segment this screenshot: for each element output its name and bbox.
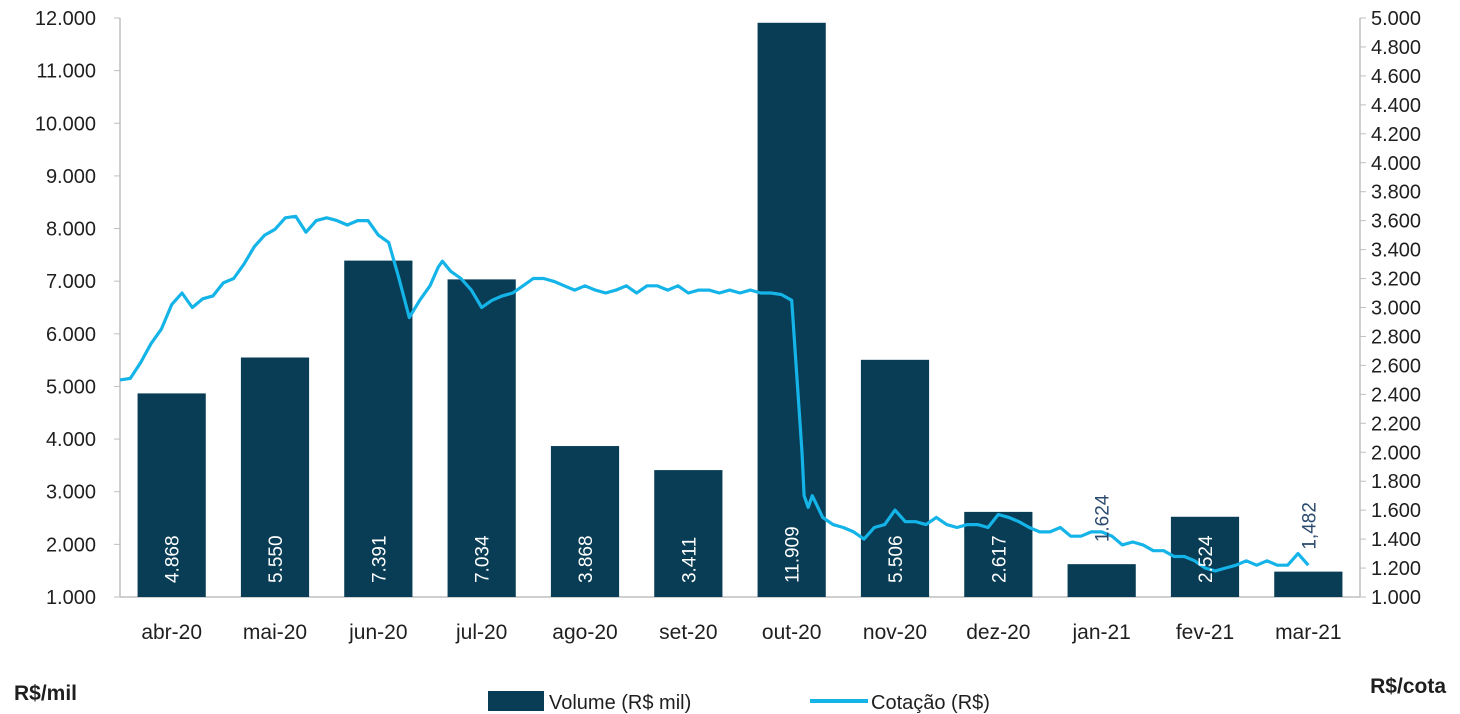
volume-bar xyxy=(654,470,723,597)
volume-bar xyxy=(137,393,206,597)
right-tick-label: 3.200 xyxy=(1371,269,1421,291)
bar-value-label: 3.868 xyxy=(576,535,597,583)
legend-price-label: Cotação (R$) xyxy=(871,692,990,714)
left-tick-label: 1.000 xyxy=(46,587,96,609)
volume-bars xyxy=(137,22,1343,597)
category-label: nov-20 xyxy=(863,621,927,644)
bar-value-label: 7.391 xyxy=(369,535,390,583)
right-tick-label: 1.600 xyxy=(1371,500,1421,522)
right-tick-label: 1.200 xyxy=(1371,558,1421,580)
left-tick-label: 2.000 xyxy=(46,534,96,556)
price-line xyxy=(119,214,1310,573)
volume-bar xyxy=(344,260,413,597)
bar-value-labels: 4.868 5.550 7.391 7.034 3.868 3.411 11.909 5.50… xyxy=(163,494,1321,583)
left-tick-label: 11.000 xyxy=(36,61,96,83)
volume-bar xyxy=(1067,564,1136,597)
category-label: fev-21 xyxy=(1176,621,1234,644)
bar-value-label: 1.624 xyxy=(1093,494,1114,542)
category-label: jan-21 xyxy=(1071,621,1130,644)
category-label: jul-20 xyxy=(455,621,507,644)
volume-bar xyxy=(1274,571,1343,597)
legend-volume-swatch xyxy=(488,691,544,711)
legend-volume-label: Volume (R$ mil) xyxy=(549,692,691,714)
category-label: mai-20 xyxy=(243,621,307,644)
volume-bar xyxy=(447,279,516,597)
right-axis-unit: R$/cota xyxy=(1370,675,1446,698)
right-tick-label: 3.800 xyxy=(1371,182,1421,204)
category-label: set-20 xyxy=(659,621,717,644)
right-tick-label: 2.600 xyxy=(1371,355,1421,377)
right-tick-label: 1.400 xyxy=(1371,529,1421,551)
volume-bar xyxy=(240,357,310,597)
volume-bar xyxy=(860,359,930,597)
right-axis-ticks: 1.000 1.200 1.400 1.600 1.800 2.000 2.200 2.400… xyxy=(1360,8,1421,609)
legend: Volume (R$ mil) Cotação (R$) xyxy=(488,691,990,714)
left-axis-unit: R$/mil xyxy=(14,682,77,705)
bar-value-label: 5.550 xyxy=(266,535,287,583)
category-label: jun-20 xyxy=(348,621,407,644)
right-tick-label: 2.800 xyxy=(1371,326,1421,348)
left-tick-label: 12.000 xyxy=(35,8,96,30)
category-label: mar-21 xyxy=(1275,621,1342,644)
category-label: abr-20 xyxy=(141,621,202,644)
category-label: dez-20 xyxy=(966,621,1030,644)
bar-value-label: 5.506 xyxy=(886,535,907,583)
right-tick-label: 2.400 xyxy=(1371,384,1421,406)
bar-value-label: 11.909 xyxy=(783,526,804,583)
right-tick-label: 2.200 xyxy=(1371,413,1421,435)
bar-value-label: 2.617 xyxy=(989,535,1010,583)
bar-value-label: 7.034 xyxy=(473,535,494,583)
left-tick-label: 10.000 xyxy=(35,113,96,135)
right-tick-label: 1.800 xyxy=(1371,471,1421,493)
right-tick-label: 4.800 xyxy=(1371,37,1421,59)
left-tick-label: 8.000 xyxy=(46,219,96,241)
price-line-path xyxy=(119,214,1310,573)
category-labels: abr-20 mai-20 jun-20 jul-20 ago-20 set-20 out-… xyxy=(141,621,1341,644)
right-tick-label: 4.600 xyxy=(1371,66,1421,88)
category-label: out-20 xyxy=(762,621,822,644)
right-tick-label: 2.000 xyxy=(1371,442,1421,464)
left-tick-label: 4.000 xyxy=(46,429,96,451)
left-axis-ticks: 1.000 2.000 3.000 4.000 5.000 6.000 7.000 8.000… xyxy=(35,8,120,609)
right-tick-label: 1.000 xyxy=(1371,587,1421,609)
left-tick-label: 3.000 xyxy=(46,482,96,504)
right-tick-label: 5.000 xyxy=(1371,8,1421,30)
left-tick-label: 6.000 xyxy=(46,324,96,346)
right-tick-label: 4.000 xyxy=(1371,153,1421,175)
bar-value-label: 1,482 xyxy=(1299,502,1320,550)
category-label: ago-20 xyxy=(552,621,617,644)
right-tick-label: 4.200 xyxy=(1371,124,1421,146)
right-tick-label: 3.600 xyxy=(1371,211,1421,233)
right-tick-label: 4.400 xyxy=(1371,95,1421,117)
bar-value-label: 4.868 xyxy=(163,535,184,583)
bar-value-label: 3.411 xyxy=(679,537,700,583)
right-tick-label: 3.400 xyxy=(1371,240,1421,262)
left-tick-label: 9.000 xyxy=(46,166,96,188)
bar-value-label: 2.524 xyxy=(1196,535,1217,583)
left-tick-label: 5.000 xyxy=(46,376,96,398)
right-tick-label: 3.000 xyxy=(1371,298,1421,320)
volume-bar xyxy=(550,446,620,597)
left-tick-label: 7.000 xyxy=(46,271,96,293)
